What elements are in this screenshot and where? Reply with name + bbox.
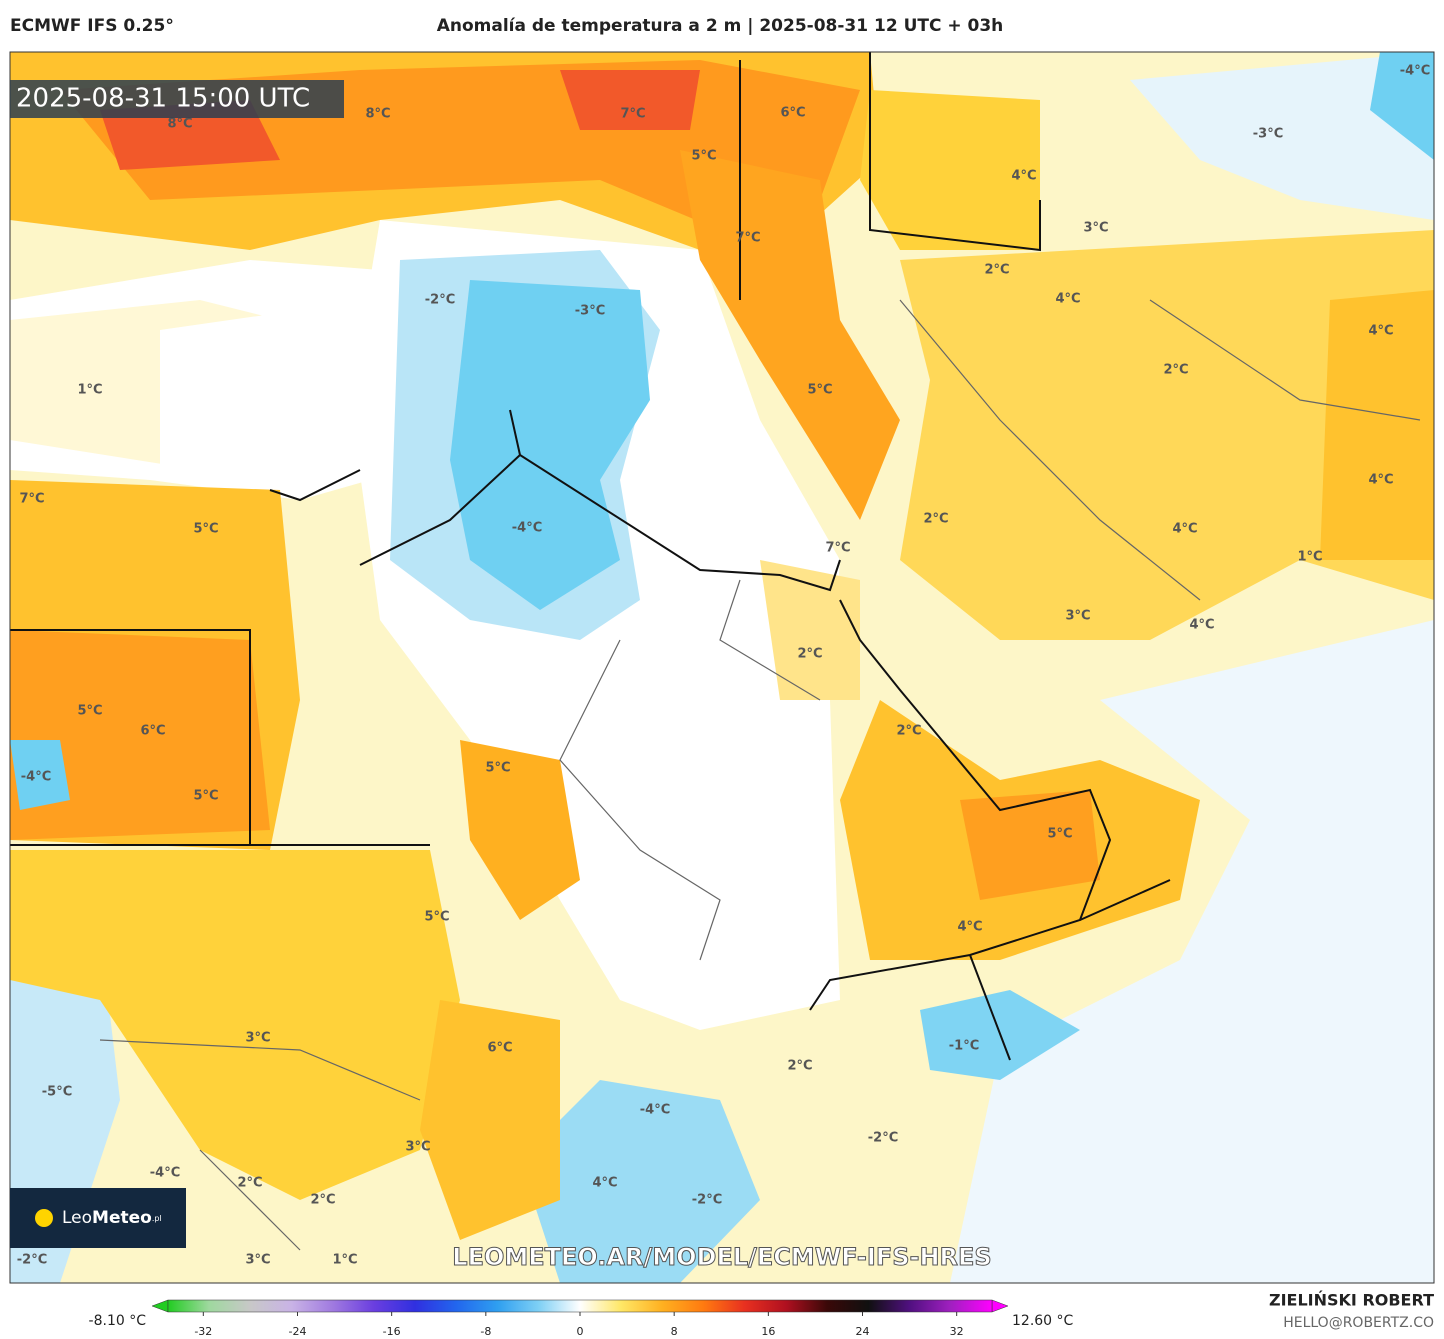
contour-label: 2°C xyxy=(1163,363,1188,378)
colorbar-max: 12.60 °C xyxy=(1012,1313,1074,1329)
contour-label: 7°C xyxy=(19,492,44,507)
watermark: LEOMETEO.AR/MODEL/ECMWF-IFS-HRES xyxy=(452,1243,991,1271)
colorbar: -32 -24 -16 -8 0 8 16 24 32 xyxy=(151,1299,1009,1338)
contour-label: 7°C xyxy=(735,231,760,246)
contour-label: 2°C xyxy=(310,1193,335,1208)
map-field xyxy=(10,52,1434,1283)
contour-label: 1°C xyxy=(77,383,102,398)
contour-label: 3°C xyxy=(245,1031,270,1046)
timestamp-box xyxy=(10,80,344,118)
contour-label: 5°C xyxy=(77,704,102,719)
contour-label: -1°C xyxy=(949,1039,979,1054)
contour-label: 8°C xyxy=(167,117,192,132)
contour-label: 4°C xyxy=(1055,292,1080,307)
contour-label: 5°C xyxy=(193,522,218,537)
colorbar-low-end xyxy=(151,1299,169,1313)
contour-label: -5°C xyxy=(42,1085,72,1100)
colorbar-min: -8.10 °C xyxy=(89,1313,147,1329)
logo-brand-bold: Meteo xyxy=(92,1208,152,1228)
contour-label: -3°C xyxy=(575,304,605,319)
contour-label: 4°C xyxy=(1172,522,1197,537)
contour-label: -4°C xyxy=(512,521,542,536)
contour-label: 1°C xyxy=(332,1253,357,1268)
logo-sun xyxy=(35,1209,53,1227)
contour-label: -4°C xyxy=(640,1103,670,1118)
contour-label: 4°C xyxy=(1011,169,1036,184)
contour-label: 3°C xyxy=(1083,221,1108,236)
contour-label: 3°C xyxy=(1065,609,1090,624)
colorbar-tick-label: 32 xyxy=(950,1325,964,1338)
contour-label: 5°C xyxy=(807,383,832,398)
contour-label: -3°C xyxy=(1253,127,1283,142)
contour-label: 5°C xyxy=(1047,827,1072,842)
contour-label: 5°C xyxy=(691,149,716,164)
colorbar-tick-label: -8 xyxy=(480,1325,491,1338)
contour-label: -2°C xyxy=(868,1131,898,1146)
model-name: ECMWF IFS 0.25° xyxy=(10,16,174,36)
contour-label: -4°C xyxy=(21,770,51,785)
timestamp: 2025-08-31 15:00 UTC xyxy=(16,84,310,114)
contour-label: 8°C xyxy=(365,107,390,122)
colorbar-tick-label: 8 xyxy=(671,1325,678,1338)
contour-label: 3°C xyxy=(245,1253,270,1268)
contour-label: 6°C xyxy=(487,1041,512,1056)
contour-label: 4°C xyxy=(957,920,982,935)
author: ZIELIŃSKI ROBERT xyxy=(1269,1291,1434,1310)
logo-suffix: .pl xyxy=(152,1214,162,1223)
contour-label: 7°C xyxy=(825,541,850,556)
map-title: Anomalía de temperatura a 2 m | 2025-08-… xyxy=(437,16,1004,36)
contour-label: 7°C xyxy=(620,107,645,122)
contour-label: -2°C xyxy=(692,1193,722,1208)
email: HELLO@ROBERTZ.CO xyxy=(1283,1315,1434,1331)
contour-label: 4°C xyxy=(1189,618,1214,633)
contour-label: -4°C xyxy=(150,1166,180,1181)
contour-label: -2°C xyxy=(17,1253,47,1268)
contour-label: 6°C xyxy=(140,724,165,739)
contour-label: 6°C xyxy=(780,106,805,121)
map-frame xyxy=(9,51,1435,1284)
contour-label: 2°C xyxy=(923,512,948,527)
contour-label: 4°C xyxy=(1368,324,1393,339)
contour-label: 2°C xyxy=(787,1059,812,1074)
colorbar-bar xyxy=(167,1299,993,1313)
colorbar-tick-label: -24 xyxy=(289,1325,307,1338)
logo-text: LeoMeteo.pl xyxy=(62,1208,162,1228)
contour-label: 2°C xyxy=(797,647,822,662)
colorbar-tick-label: 0 xyxy=(577,1325,584,1338)
contour-label: 5°C xyxy=(193,789,218,804)
colorbar-tick-label: 24 xyxy=(856,1325,870,1338)
contour-label: 2°C xyxy=(984,263,1009,278)
colorbar-tick-label: -16 xyxy=(383,1325,401,1338)
contour-label: -2°C xyxy=(425,293,455,308)
contour-label: 1°C xyxy=(1297,550,1322,565)
contour-label: -4°C xyxy=(1400,64,1430,79)
logo-brand: Leo xyxy=(62,1208,92,1228)
contour-label: 2°C xyxy=(896,724,921,739)
contour-label: 2°C xyxy=(237,1176,262,1191)
contour-labels: 8°C 8°C 7°C 6°C 5°C 4°C -3°C -4°C 3°C 7°C 2°C 4°C -2… xyxy=(17,64,1430,1268)
colorbar-tick-label: 16 xyxy=(761,1325,775,1338)
contour-label: 3°C xyxy=(405,1140,430,1155)
contour-label: 4°C xyxy=(1368,473,1393,488)
colorbar-tick-label: -32 xyxy=(194,1325,212,1338)
colorbar-high-end xyxy=(991,1299,1009,1313)
contour-label: 5°C xyxy=(424,910,449,925)
contour-label: 4°C xyxy=(592,1176,617,1191)
contour-label: 5°C xyxy=(485,761,510,776)
